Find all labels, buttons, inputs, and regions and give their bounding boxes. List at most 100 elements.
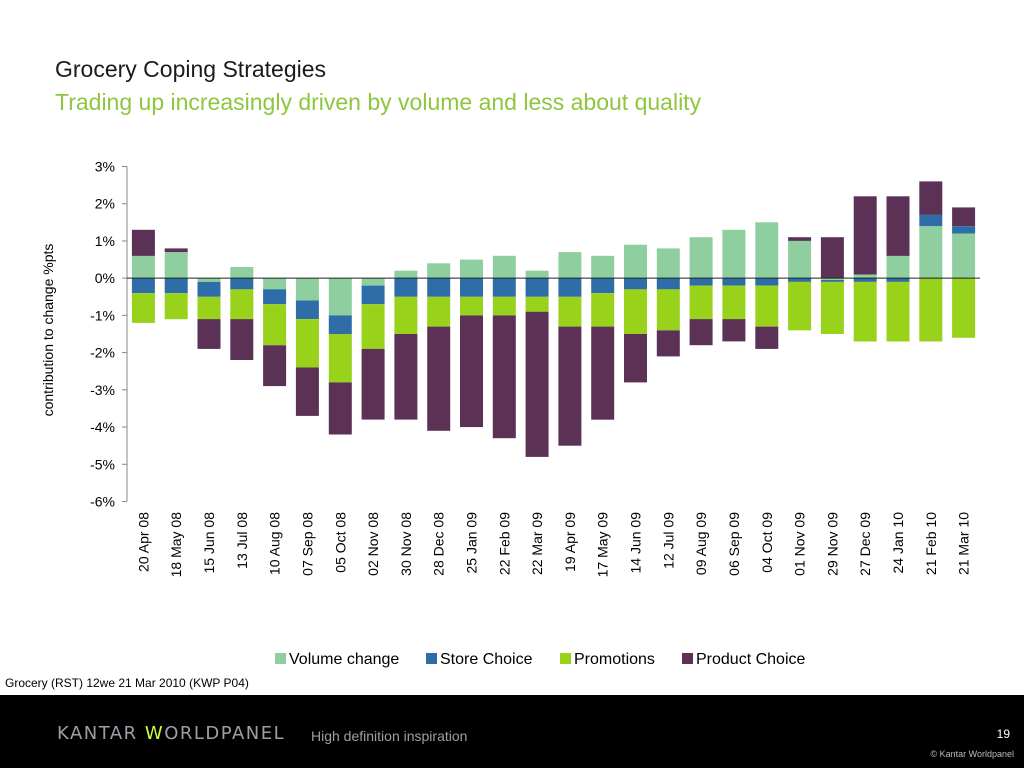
bar-segment-promotions: [755, 285, 779, 327]
x-tick-label: 06 Sep 09: [726, 512, 742, 576]
legend-label: Product Choice: [696, 651, 805, 668]
x-tick-label: 22 Feb 09: [496, 512, 512, 575]
bar-segment-store: [197, 281, 221, 297]
bar-segment-promotions: [295, 319, 319, 368]
bar-segment-volume: [492, 255, 516, 279]
x-tick-label: 18 May 08: [168, 512, 184, 578]
bar-segment-store: [591, 278, 615, 294]
y-tick-label: 1%: [95, 233, 115, 249]
bar-segment-product: [460, 315, 483, 428]
y-axis-label: contribution to change %pts: [40, 244, 56, 417]
bar-segment-store: [788, 278, 812, 282]
bar-segment-store: [525, 278, 549, 297]
x-tick-label: 14 Jun 09: [628, 512, 644, 574]
bar-segment-product: [492, 315, 516, 439]
bar-segment-promotions: [492, 296, 516, 316]
legend-label: Volume change: [289, 651, 399, 668]
x-tick-label: 21 Mar 10: [956, 512, 972, 575]
x-tick-label: 19 Apr 09: [562, 512, 578, 572]
bar-segment-volume: [525, 270, 549, 279]
bar-segment-store: [656, 278, 680, 290]
bar-segment-product: [328, 382, 352, 435]
x-tick-label: 10 Aug 08: [267, 512, 283, 575]
bar-segment-product: [164, 248, 188, 253]
x-tick-label: 15 Jun 08: [201, 512, 217, 574]
y-tick-label: -3%: [90, 382, 115, 398]
bar-segment-volume: [788, 240, 812, 279]
x-tick-label: 25 Jan 09: [464, 512, 480, 574]
bar-segment-product: [755, 326, 779, 349]
bar-segment-volume: [624, 244, 647, 279]
bar-segment-product: [394, 334, 418, 420]
bar-segment-product: [230, 319, 254, 360]
bar-segment-promotions: [525, 296, 549, 312]
bar-segment-store: [230, 278, 254, 290]
legend-label: Store Choice: [440, 651, 533, 668]
bar-segment-product: [820, 237, 844, 279]
kantar-worldpanel-logo: KANTAR WORLDPANEL: [57, 723, 286, 744]
bar-segment-store: [263, 289, 287, 305]
x-tick-label: 22 Mar 09: [529, 512, 545, 575]
y-tick-label: 3%: [95, 159, 115, 175]
bar-segment-product: [361, 348, 385, 420]
bar-segment-volume: [689, 237, 713, 279]
legend-swatch: [426, 653, 437, 664]
chart-legend: Volume change Store Choice Promotions Produ…: [275, 651, 805, 668]
bar-segment-promotions: [722, 285, 746, 320]
x-tick-labels: 20 Apr 08 18 May 08 15 Jun 08 13 Jul 08 10 A…: [135, 512, 971, 578]
bar-segment-volume: [460, 259, 483, 279]
bar-segment-promotions: [427, 296, 451, 327]
bar-segment-volume: [656, 248, 680, 279]
bar-segment-volume: [558, 252, 582, 279]
x-tick-label: 09 Aug 09: [693, 512, 709, 575]
bar-segment-product: [624, 334, 647, 383]
bar-segment-promotions: [656, 289, 680, 331]
x-tick-label: 01 Nov 09: [792, 512, 808, 576]
bar-segment-promotions: [164, 293, 188, 320]
bar-segment-product: [197, 319, 221, 349]
x-tick-label: 20 Apr 08: [135, 512, 151, 572]
bar-segment-volume: [328, 278, 352, 316]
x-tick-label: 27 Dec 09: [857, 512, 873, 576]
bar-segment-store: [853, 278, 877, 282]
legend-swatch: [682, 653, 693, 664]
bar-segment-product: [919, 181, 943, 215]
x-tick-label: 12 Jul 09: [660, 512, 676, 569]
bar-segment-volume: [361, 278, 385, 286]
x-tick-label: 21 Feb 10: [923, 512, 939, 575]
bar-segment-volume: [295, 278, 319, 301]
source-note: Grocery (RST) 12we 21 Mar 2010 (KWP P04): [5, 676, 249, 690]
bar-segment-volume: [394, 270, 418, 279]
bar-segment-store: [164, 278, 188, 294]
x-tick-label: 02 Nov 08: [365, 512, 381, 576]
bar-segment-store: [558, 278, 582, 297]
bar-segment-store: [952, 226, 976, 234]
bar-segment-promotions: [853, 281, 877, 342]
bar-segment-volume: [952, 233, 976, 279]
footer-bar: [0, 695, 1024, 768]
legend-swatch: [560, 653, 571, 664]
bar-segment-promotions: [131, 293, 155, 323]
chart-axes: [122, 166, 980, 502]
bar-segment-store: [361, 285, 385, 305]
y-tick-label: -4%: [90, 419, 115, 435]
x-tick-label: 05 Oct 08: [332, 512, 348, 573]
bar-segment-product: [131, 229, 155, 256]
bar-segment-promotions: [361, 304, 385, 349]
bar-segment-product: [722, 319, 746, 342]
bar-segment-volume: [722, 229, 746, 279]
bar-segment-product: [952, 207, 976, 226]
bar-segment-volume: [263, 278, 287, 290]
bar-segment-store: [919, 214, 943, 227]
bar-segment-product: [525, 311, 549, 457]
bar-segment-store: [689, 278, 713, 286]
bar-segment-product: [427, 326, 451, 431]
legend-item-promotions: Promotions: [560, 651, 655, 668]
bar-segment-store: [820, 280, 844, 282]
x-tick-label: 17 May 09: [595, 512, 611, 578]
bar-segment-volume: [591, 255, 615, 279]
bar-segment-volume: [427, 263, 451, 279]
bar-segment-volume: [886, 255, 910, 279]
bar-segment-volume: [820, 278, 844, 281]
chart-bars: [131, 181, 976, 457]
